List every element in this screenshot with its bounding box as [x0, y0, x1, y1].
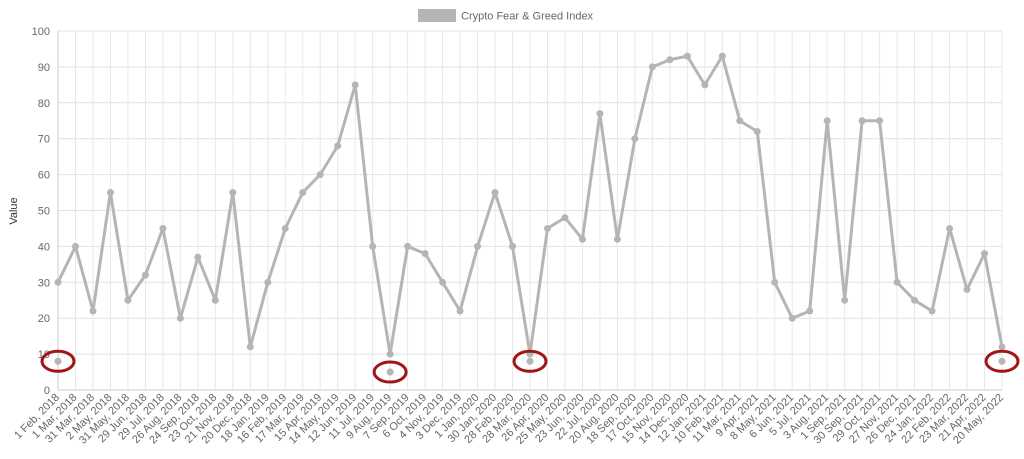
highlight-ellipse [40, 349, 76, 373]
data-point[interactable] [806, 307, 814, 315]
y-axis-title: Value [8, 197, 20, 224]
data-point[interactable] [823, 117, 831, 125]
data-point[interactable] [631, 135, 639, 143]
y-tick-label: 20 [38, 313, 50, 325]
data-point[interactable] [316, 171, 324, 179]
highlight-point [526, 357, 534, 365]
highlight-point [386, 368, 394, 376]
y-tick-label: 80 [38, 98, 50, 110]
data-point[interactable] [561, 214, 569, 222]
legend-label: Crypto Fear & Greed Index [461, 11, 594, 23]
data-point[interactable] [369, 242, 377, 250]
data-point[interactable] [771, 278, 779, 286]
data-point[interactable] [648, 63, 656, 71]
highlight-point [998, 357, 1006, 365]
data-point[interactable] [491, 189, 499, 197]
data-point[interactable] [211, 296, 219, 304]
highlight-layer [40, 349, 1020, 384]
highlight-ellipse [984, 349, 1020, 373]
data-point[interactable] [334, 142, 342, 150]
data-point[interactable] [509, 242, 517, 250]
data-point[interactable] [701, 81, 709, 89]
series-layer [54, 52, 1006, 358]
data-point[interactable] [928, 307, 936, 315]
data-point[interactable] [71, 242, 79, 250]
highlight-ellipse [512, 349, 548, 373]
data-point[interactable] [683, 52, 691, 60]
data-point[interactable] [578, 235, 586, 243]
y-tick-label: 50 [38, 206, 50, 218]
data-point[interactable] [946, 224, 954, 232]
y-tick-label: 70 [38, 134, 50, 146]
y-tick-label: 30 [38, 277, 50, 289]
y-tick-label: 90 [38, 62, 50, 74]
data-point[interactable] [106, 189, 114, 197]
highlight-point [54, 357, 62, 365]
data-point[interactable] [858, 117, 866, 125]
data-point[interactable] [54, 278, 62, 286]
data-point[interactable] [229, 189, 237, 197]
data-point[interactable] [841, 296, 849, 304]
y-tick-label: 100 [32, 26, 50, 38]
data-point[interactable] [753, 128, 761, 136]
data-point[interactable] [788, 314, 796, 322]
data-point[interactable] [893, 278, 901, 286]
data-point[interactable] [159, 224, 167, 232]
legend-swatch [418, 9, 456, 22]
data-point[interactable] [194, 253, 202, 261]
data-point[interactable] [404, 242, 412, 250]
data-point[interactable] [299, 189, 307, 197]
data-point[interactable] [666, 56, 674, 64]
highlight-ellipse [372, 360, 408, 384]
data-point[interactable] [963, 285, 971, 293]
data-point[interactable] [998, 343, 1006, 351]
data-point[interactable] [246, 343, 254, 351]
data-point[interactable] [176, 314, 184, 322]
data-point[interactable] [456, 307, 464, 315]
data-point[interactable] [124, 296, 132, 304]
data-point[interactable] [351, 81, 359, 89]
data-point[interactable] [736, 117, 744, 125]
legend[interactable]: Crypto Fear & Greed Index [418, 9, 594, 23]
y-tick-label: 0 [44, 385, 50, 397]
data-point[interactable] [141, 271, 149, 279]
data-point[interactable] [439, 278, 447, 286]
y-tick-label: 60 [38, 170, 50, 182]
data-point[interactable] [264, 278, 272, 286]
grid [57, 30, 1003, 391]
data-point[interactable] [474, 242, 482, 250]
data-point[interactable] [543, 224, 551, 232]
data-point[interactable] [718, 52, 726, 60]
data-point[interactable] [421, 250, 429, 258]
data-point[interactable] [386, 350, 394, 358]
data-point[interactable] [911, 296, 919, 304]
y-tick-label: 40 [38, 241, 50, 253]
data-point[interactable] [596, 110, 604, 118]
data-point[interactable] [876, 117, 884, 125]
data-point[interactable] [281, 224, 289, 232]
data-point[interactable] [981, 250, 989, 258]
data-point[interactable] [613, 235, 621, 243]
data-point[interactable] [89, 307, 97, 315]
